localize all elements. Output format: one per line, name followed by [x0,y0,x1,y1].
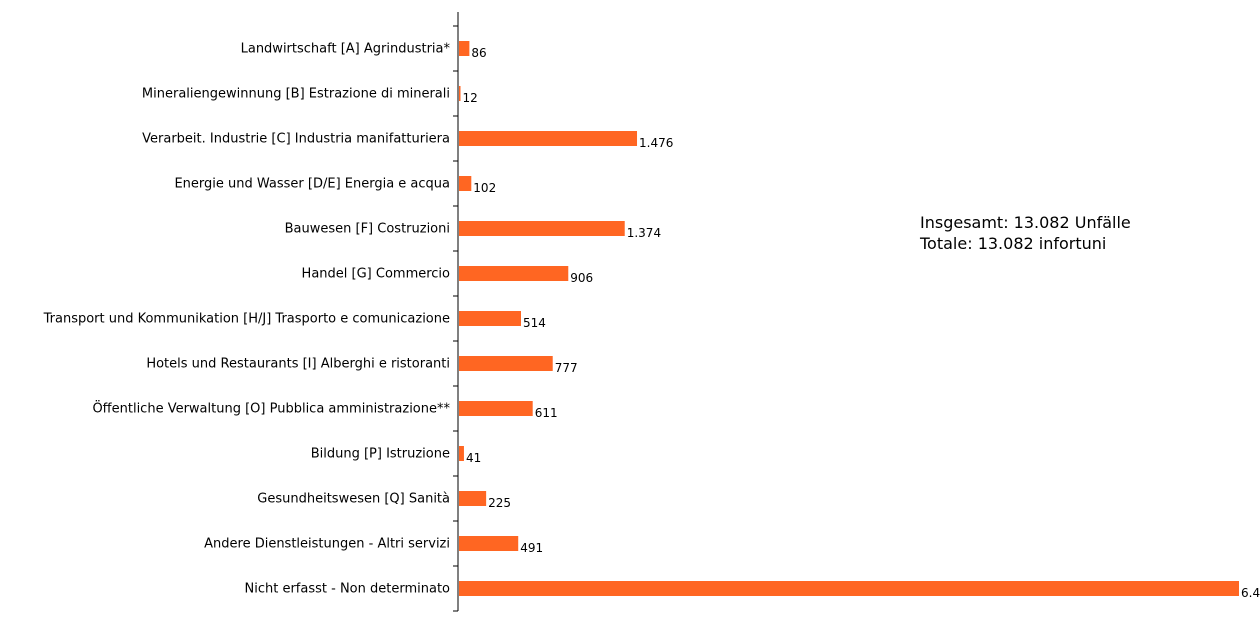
bar [459,401,533,416]
value-label: 514 [523,316,546,330]
value-labels: 86 12 1.476 102 1.374 906 514 777 611 41 225 491 6.4… [463,46,1260,600]
category-label: Nicht erfasst - Non determinato [245,582,451,597]
category-label: Öffentliche Verwaltung [O] Pubblica ammi… [92,400,450,417]
bars [459,41,1239,596]
category-label: Landwirtschaft [A] Agrindustria* [241,42,451,57]
value-label: 491 [520,541,543,555]
total-annotation-it: Totale: 13.082 infortuni [920,234,1107,253]
value-label: 12 [463,91,478,105]
category-axis [453,12,459,612]
bar [459,131,638,146]
bar [459,581,1239,596]
value-label: 6.467 [1241,586,1260,600]
value-label: 102 [473,181,496,195]
value-label: 777 [555,361,578,375]
category-label: Energie und Wasser [D/E] Energia e acqua [174,177,450,192]
bar [459,446,464,461]
total-annotation: Insgesamt: 13.082 Unfälle Totale: 13.082… [920,212,1131,254]
value-label: 906 [570,271,593,285]
bar [459,176,472,191]
category-labels: Landwirtschaft [A] Agrindustria* Minerali… [43,42,451,597]
category-label: Transport und Kommunikation [H/J] Traspo… [43,312,450,327]
value-label: 1.476 [639,136,673,150]
category-label: Mineraliengewinnung [B] Estrazione di mi… [142,87,450,102]
value-label: 1.374 [627,226,661,240]
bar [459,86,461,101]
bar [459,311,521,326]
category-label: Hotels und Restaurants [I] Alberghi e ri… [146,357,450,372]
value-label: 611 [535,406,558,420]
value-label: 225 [488,496,511,510]
bar [459,536,519,551]
category-label: Handel [G] Commercio [302,267,450,282]
category-label: Andere Dienstleistungen - Altri servizi [204,537,450,552]
value-label: 41 [466,451,481,465]
bar [459,221,625,236]
category-label: Bildung [P] Istruzione [311,447,450,462]
category-label: Bauwesen [F] Costruzioni [285,222,450,237]
category-label: Gesundheitswesen [Q] Sanità [257,492,450,507]
category-label: Verarbeit. Industrie [C] Industria manif… [142,132,450,147]
bar [459,41,470,56]
total-annotation-de: Insgesamt: 13.082 Unfälle [920,213,1131,232]
bar [459,266,569,281]
value-label: 86 [471,46,486,60]
bar [459,356,553,371]
bar [459,491,487,506]
